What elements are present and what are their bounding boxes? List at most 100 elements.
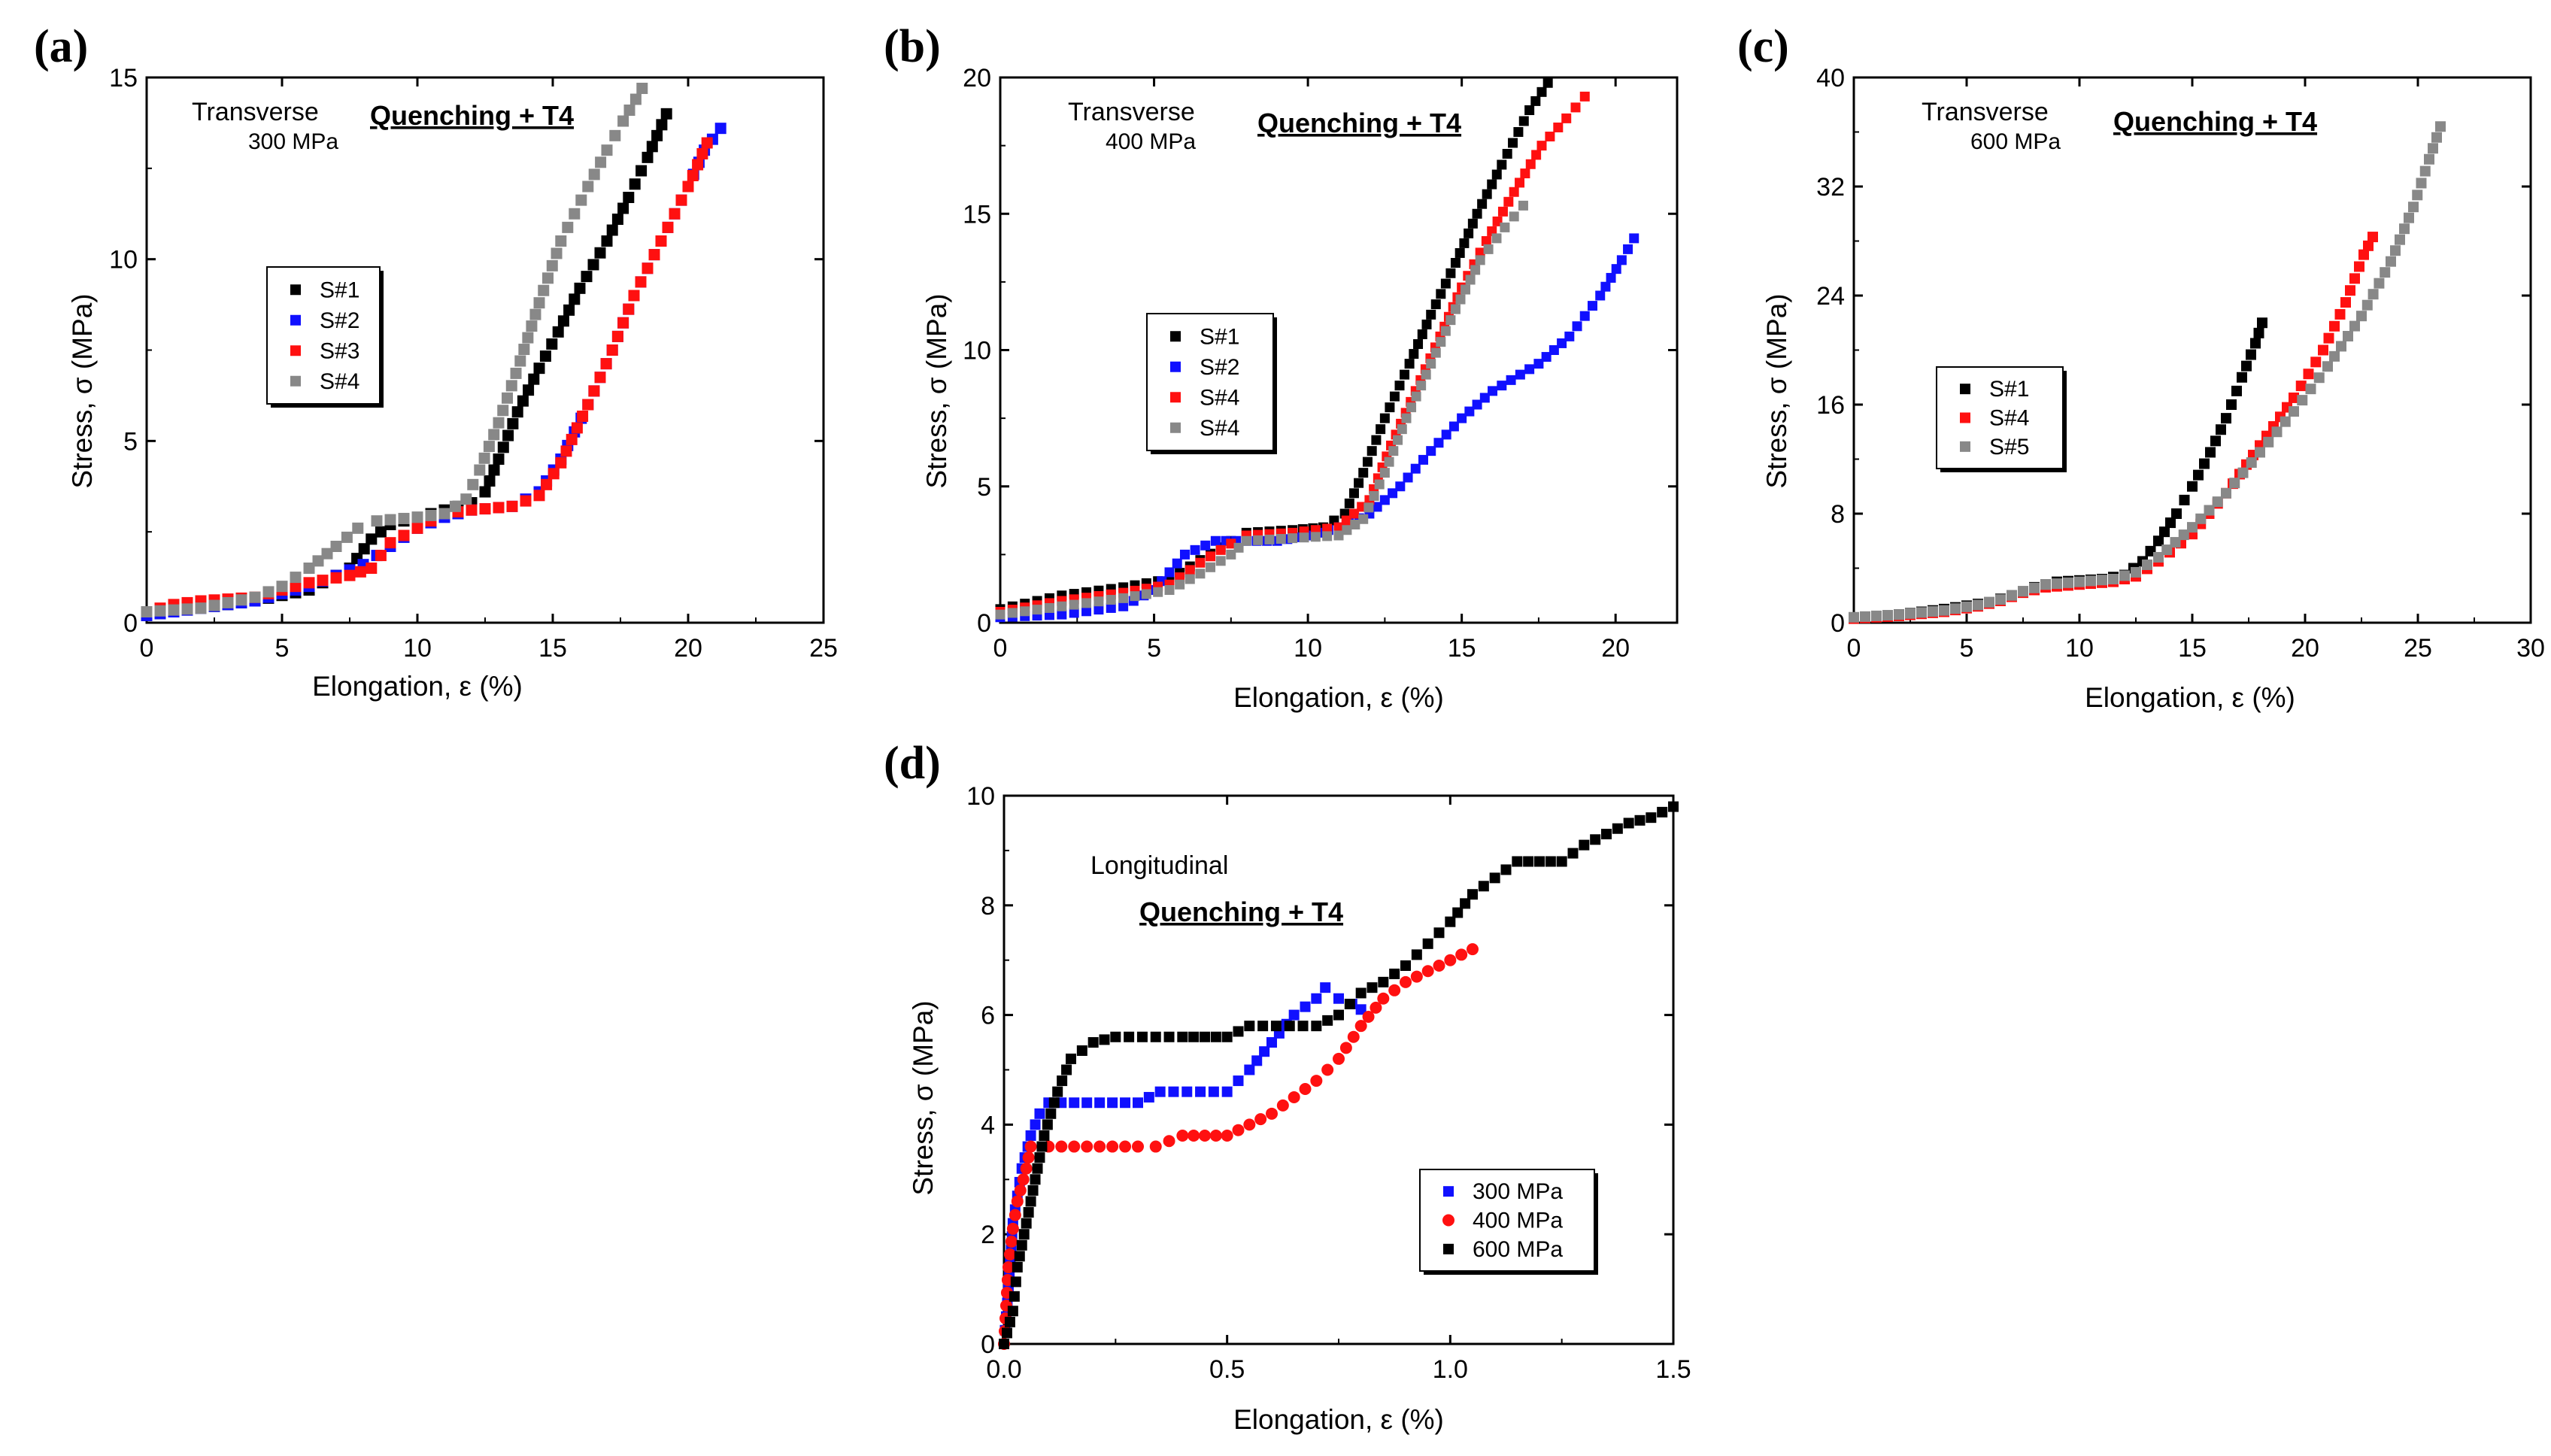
data-point (635, 276, 647, 288)
legend-marker (290, 284, 301, 296)
x-axis-label: Elongation, ε (%) (2085, 682, 2295, 713)
data-point (1179, 549, 1190, 560)
data-point (577, 410, 589, 422)
data-point (1025, 1130, 1036, 1141)
x-tick-label: 0 (993, 634, 1008, 663)
data-point (555, 457, 567, 469)
data-point (1482, 189, 1492, 199)
data-point (2253, 327, 2264, 338)
data-point (1849, 611, 1859, 623)
y-tick-label: 10 (966, 782, 995, 811)
legend-marker (1442, 1214, 1454, 1227)
data-point (617, 202, 629, 214)
data-point (1023, 1207, 1034, 1218)
data-point (1310, 1075, 1323, 1087)
data-point (1020, 606, 1030, 617)
data-point (449, 500, 461, 512)
data-point (660, 108, 672, 120)
data-point (2153, 552, 2164, 563)
data-point (1020, 1162, 1033, 1175)
panel-d: (d) Longitudinal Quenching + T4 Elongati… (884, 738, 1691, 1435)
data-point (541, 478, 553, 490)
data-point (1339, 1042, 1352, 1054)
data-point (1524, 105, 1535, 115)
x-tick-label: 1.5 (1655, 1355, 1691, 1384)
data-point (290, 581, 302, 593)
data-point (2361, 299, 2373, 311)
data-point (352, 522, 364, 534)
legend-label: S#2 (1200, 355, 1239, 380)
data-point (1190, 544, 1200, 555)
data-point (483, 441, 495, 453)
data-point (438, 508, 450, 520)
data-point (594, 247, 606, 259)
data-point (1199, 1129, 1211, 1142)
data-point (2399, 223, 2410, 235)
data-point (1452, 907, 1464, 918)
data-point (478, 452, 490, 464)
data-point (1032, 1163, 1043, 1174)
direction-note: Longitudinal (1090, 851, 1228, 880)
data-point (384, 537, 396, 549)
data-point (1200, 1031, 1210, 1042)
data-point (1132, 1140, 1144, 1153)
x-tick-label: 5 (1960, 634, 1974, 663)
data-point (1076, 1045, 1087, 1056)
data-point (1385, 402, 1395, 413)
data-point (479, 486, 491, 498)
data-point (1536, 86, 1547, 97)
data-point (2349, 273, 2360, 284)
data-point (2187, 522, 2198, 533)
data-point (2193, 469, 2204, 481)
y-tick-label: 20 (963, 64, 991, 93)
legend-box (1936, 366, 2064, 469)
data-point (2226, 399, 2237, 410)
data-point (2419, 165, 2431, 177)
data-point (222, 596, 234, 608)
data-point (1081, 1140, 1094, 1153)
data-point (2343, 331, 2353, 342)
data-point (1400, 960, 1411, 971)
legend-label: S#1 (1200, 324, 1239, 349)
data-point (2295, 381, 2307, 392)
data-point (1531, 150, 1542, 160)
data-point (1270, 1021, 1282, 1032)
data-point (1181, 1086, 1193, 1097)
data-point (1520, 168, 1530, 179)
data-point (1209, 1129, 1222, 1142)
data-point (1570, 102, 1581, 113)
data-point (655, 235, 667, 247)
data-point (1066, 1053, 1076, 1064)
data-point (1553, 122, 1564, 132)
x-tick-label: 15 (538, 634, 567, 663)
x-tick-label: 30 (2516, 634, 2545, 663)
data-point (510, 367, 522, 379)
data-point (1668, 801, 1679, 812)
data-point (1370, 1001, 1382, 1014)
data-point (341, 531, 353, 543)
data-point (181, 603, 193, 615)
data-point (1467, 889, 1478, 900)
panel-b: (b) Transverse 400 MPa Quenching + T4 El… (884, 21, 1679, 713)
panel-c: (c) Transverse 600 MPa Quenching + T4 El… (1737, 21, 2545, 713)
data-point (2305, 384, 2316, 395)
data-point (1124, 1031, 1135, 1042)
data-point (2257, 317, 2267, 329)
data-point (1426, 446, 1436, 457)
data-point (1233, 542, 1244, 553)
data-point (411, 522, 423, 534)
data-point (262, 586, 275, 598)
data-point (1445, 916, 1456, 927)
legend-marker (1443, 1243, 1454, 1254)
data-point (1172, 558, 1182, 569)
data-point (2007, 590, 2017, 601)
data-point (1905, 608, 1916, 619)
data-point (623, 303, 635, 315)
data-point (2171, 508, 2182, 519)
data-point (1467, 943, 1479, 956)
data-point (2313, 372, 2325, 384)
data-point (1416, 381, 1427, 391)
y-tick-label: 0 (977, 609, 991, 638)
data-point (1460, 898, 1471, 909)
legend-label: S#4 (320, 369, 359, 394)
